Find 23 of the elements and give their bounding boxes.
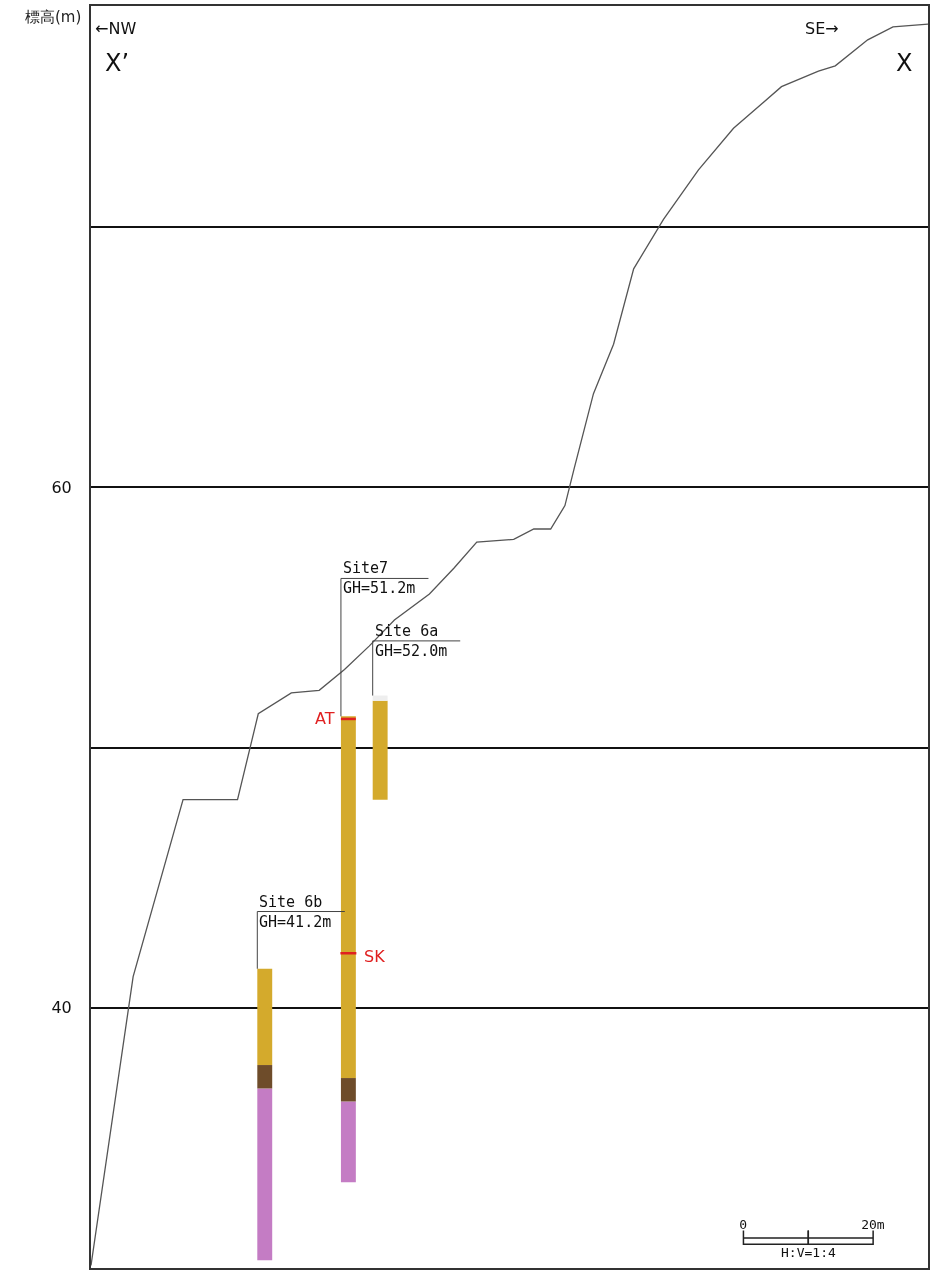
annotation: ←NW (95, 19, 137, 38)
x-tick-label: 0 (739, 1217, 748, 1232)
annotation: Site 6b GH=41.2m (259, 893, 332, 931)
x-tick-label: 20m (861, 1217, 885, 1232)
annotation: Site7 GH=51.2m (343, 559, 416, 597)
annotation: SE→ (805, 19, 839, 38)
annotation: AT (315, 709, 335, 728)
annotation: X (896, 49, 913, 77)
annotation: SK (364, 947, 386, 966)
annotation: H:V=1:4 (781, 1245, 836, 1260)
bar (340, 1101, 356, 1183)
bar (257, 968, 273, 1066)
y-tick-label: 40 (51, 998, 72, 1018)
bar (372, 700, 388, 800)
y-axis-title: 標高(m) (25, 8, 82, 26)
line-series (91, 23, 928, 1267)
bar (372, 695, 388, 701)
annotation: X’ (105, 49, 130, 77)
y-tick-label: 60 (51, 477, 72, 497)
bar (257, 1088, 273, 1261)
bar (340, 1078, 356, 1102)
bar (257, 1065, 273, 1089)
bar (340, 716, 356, 1079)
